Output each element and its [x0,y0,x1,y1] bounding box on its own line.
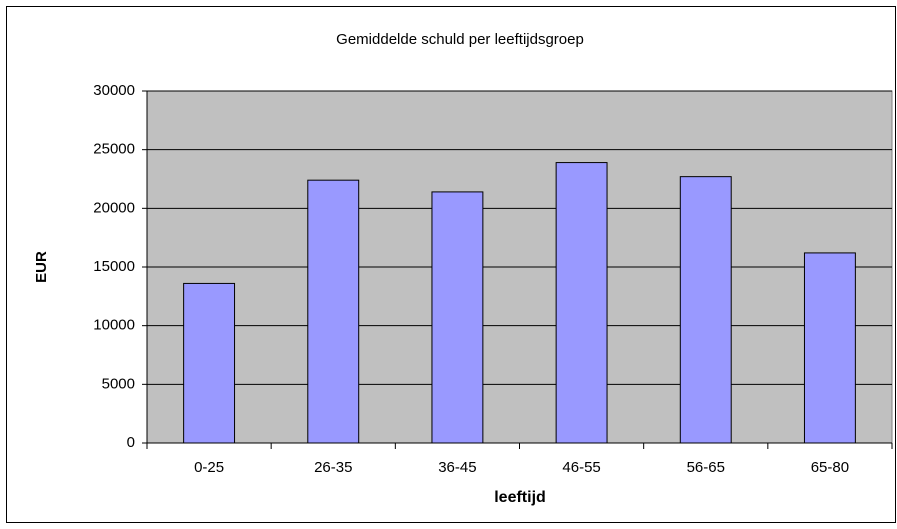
x-tick-label: 36-45 [438,459,476,476]
y-tick-label: 0 [127,434,135,451]
y-tick-label: 25000 [93,141,135,158]
x-tick-label: 26-35 [314,459,352,476]
x-axis-label: leeftijd [494,489,546,506]
x-tick-label: 65-80 [811,459,849,476]
y-axis-label: EUR [33,251,50,283]
bar [307,179,360,444]
bar [431,191,484,444]
y-tick-label: 30000 [93,82,135,99]
x-tick-label: 0-25 [194,459,224,476]
y-tick-label: 15000 [93,258,135,275]
chart-title: Gemiddelde schuld per leeftijdsgroep [336,31,584,48]
y-tick-label: 5000 [102,375,135,392]
y-tick-label: 20000 [93,199,135,216]
y-tick-label: 10000 [93,317,135,334]
bar [679,176,732,444]
x-tick-label: 56-65 [687,459,725,476]
bar [555,162,608,444]
bar [183,282,236,444]
bar [803,252,856,444]
x-tick-label: 46-55 [562,459,600,476]
